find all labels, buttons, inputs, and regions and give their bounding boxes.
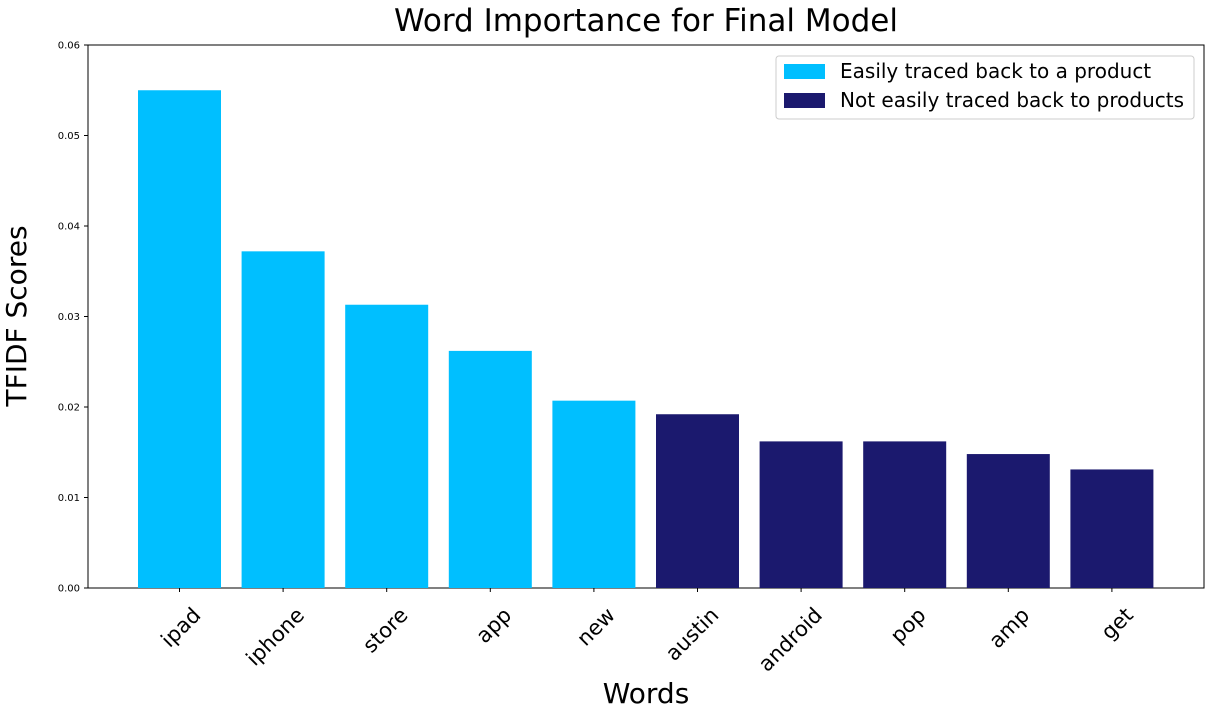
x-tick-label-store: store bbox=[358, 603, 413, 658]
legend-swatch-easily-traced bbox=[784, 64, 825, 79]
x-tick-label-android: android bbox=[754, 603, 827, 676]
y-tick-label: 0.06 bbox=[58, 41, 80, 52]
bar-austin bbox=[656, 414, 739, 588]
bar-new bbox=[552, 400, 636, 588]
bar-pop bbox=[863, 441, 947, 588]
x-tick-label-get: get bbox=[1096, 603, 1137, 644]
bar-app bbox=[448, 350, 532, 588]
bar-iphone bbox=[241, 251, 325, 588]
bar-android bbox=[759, 441, 843, 588]
y-tick-label: 0.05 bbox=[58, 131, 80, 142]
x-tick-label-new: new bbox=[572, 603, 620, 651]
bar-get bbox=[1070, 469, 1154, 588]
x-tick-label-pop: pop bbox=[886, 603, 931, 648]
x-tick-label-app: app bbox=[471, 603, 516, 648]
legend-box bbox=[775, 55, 1195, 120]
x-tick-label-austin: austin bbox=[661, 603, 724, 666]
chart-title: Word Importance for Final Model bbox=[394, 3, 898, 39]
y-tick-label: 0.04 bbox=[58, 222, 80, 233]
legend-label-not-easily-traced: Not easily traced back to products bbox=[840, 88, 1184, 112]
x-axis-title: Words bbox=[603, 677, 690, 710]
x-tick-label-amp: amp bbox=[984, 603, 1034, 653]
bar-amp bbox=[966, 454, 1050, 588]
legend: Easily traced back to a product Not easi… bbox=[775, 55, 1195, 120]
y-tick-label: 0.02 bbox=[58, 403, 80, 414]
bars-group bbox=[138, 90, 1154, 588]
legend-label-easily-traced: Easily traced back to a product bbox=[840, 59, 1151, 83]
y-tick-label: 0.00 bbox=[58, 584, 80, 595]
bar-ipad bbox=[138, 90, 221, 588]
y-tick-label: 0.01 bbox=[58, 493, 80, 504]
x-tick-label-iphone: iphone bbox=[241, 603, 309, 671]
x-tick-label-ipad: ipad bbox=[156, 603, 205, 652]
y-axis: 0.00 0.01 0.02 0.03 0.04 0.05 0.06 bbox=[58, 41, 88, 595]
bar-store bbox=[345, 304, 429, 588]
legend-swatch-not-easily-traced bbox=[784, 93, 825, 108]
x-axis: ipad iphone store app new austin android pop amp… bbox=[156, 588, 1138, 676]
y-tick-label: 0.03 bbox=[58, 312, 80, 323]
y-axis-title: TFIDF Scores bbox=[0, 225, 33, 407]
